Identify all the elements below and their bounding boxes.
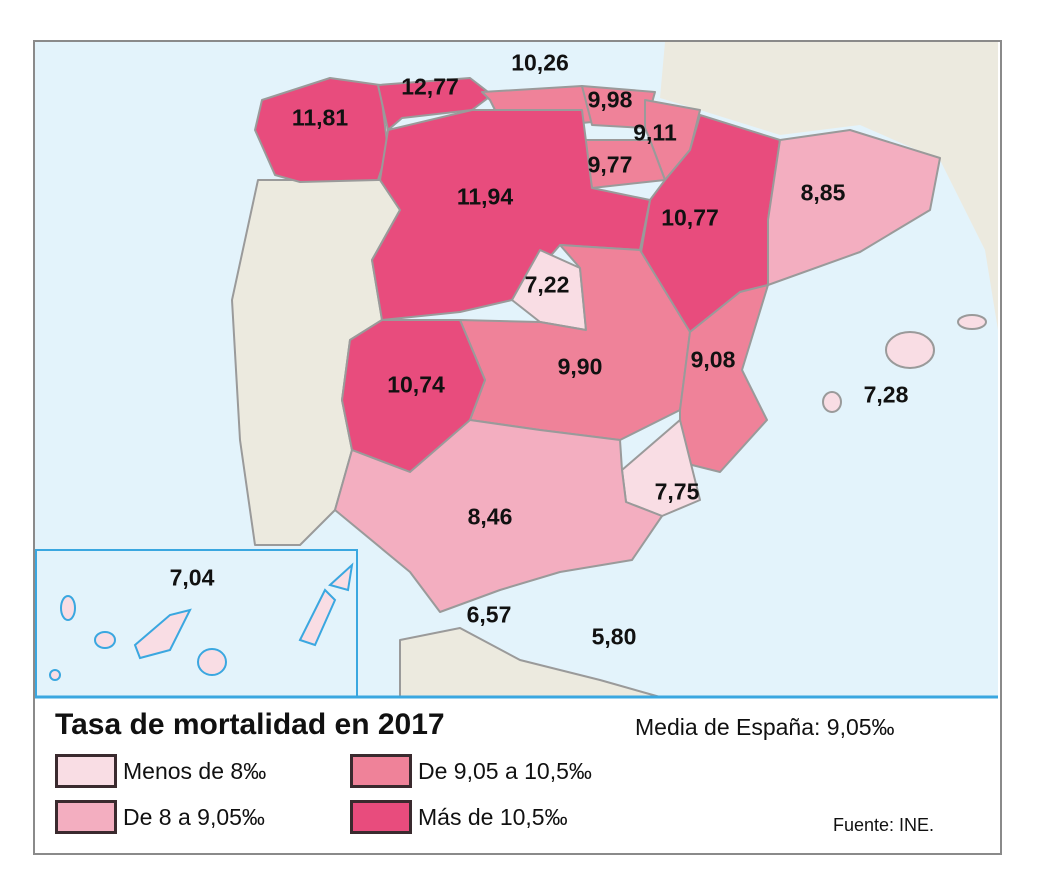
island-ibiza[interactable]: [822, 391, 842, 413]
france-land: [660, 42, 998, 330]
legend-item-low: Menos de 8‰: [55, 754, 266, 788]
label-extremadura: 10,74: [387, 371, 445, 398]
label-ceuta: 6,57: [466, 601, 512, 628]
label-baleares: 7,28: [863, 381, 909, 408]
legend-swatch: [55, 800, 117, 834]
legend-item-high: Más de 10,5‰: [350, 800, 568, 834]
label-murcia: 7,75: [654, 478, 700, 505]
island-menorca[interactable]: [957, 314, 987, 330]
legend-label: Menos de 8‰: [123, 757, 267, 784]
legend-label: Más de 10,5‰: [418, 803, 568, 830]
legend-label: De 9,05 a 10,5‰: [418, 757, 592, 784]
label-asturias: 12,77: [401, 73, 459, 100]
map-title: Tasa de mortalidad en 2017: [55, 708, 445, 741]
label-la-rioja: 9,77: [587, 151, 633, 178]
island-mallorca[interactable]: [885, 331, 935, 369]
label-cantabria: 10,26: [511, 49, 569, 76]
label-castilla-leon: 11,94: [456, 183, 514, 210]
legend-swatch: [55, 754, 117, 788]
canary-islands[interactable]: [49, 562, 354, 681]
average-text: Media de España: 9,05‰: [635, 714, 895, 740]
region-andalucia[interactable]: [334, 419, 663, 613]
label-madrid: 7,22: [524, 271, 570, 298]
label-pais-vasco: 9,98: [587, 86, 633, 113]
label-aragon: 10,77: [661, 204, 719, 231]
legend-item-medium-high: De 9,05 a 10,5‰: [350, 754, 592, 788]
canarias-inset: [35, 549, 358, 698]
label-cataluna: 8,85: [800, 179, 846, 206]
label-andalucia: 8,46: [467, 503, 513, 530]
region-galicia[interactable]: [254, 77, 389, 183]
label-galicia: 11,81: [291, 104, 349, 131]
label-valencia: 9,08: [690, 346, 736, 373]
label-melilla: 5,80: [591, 623, 637, 650]
region-cataluna[interactable]: [767, 129, 941, 286]
label-castilla-la-mancha: 9,90: [557, 353, 603, 380]
label-canarias: 7,04: [169, 564, 215, 591]
legend-label: De 8 a 9,05‰: [123, 803, 265, 830]
legend-swatch: [350, 800, 412, 834]
label-navarra: 9,11: [633, 119, 677, 146]
legend-item-medium-low: De 8 a 9,05‰: [55, 800, 265, 834]
legend-swatch: [350, 754, 412, 788]
source-text: Fuente: INE.: [833, 815, 935, 835]
